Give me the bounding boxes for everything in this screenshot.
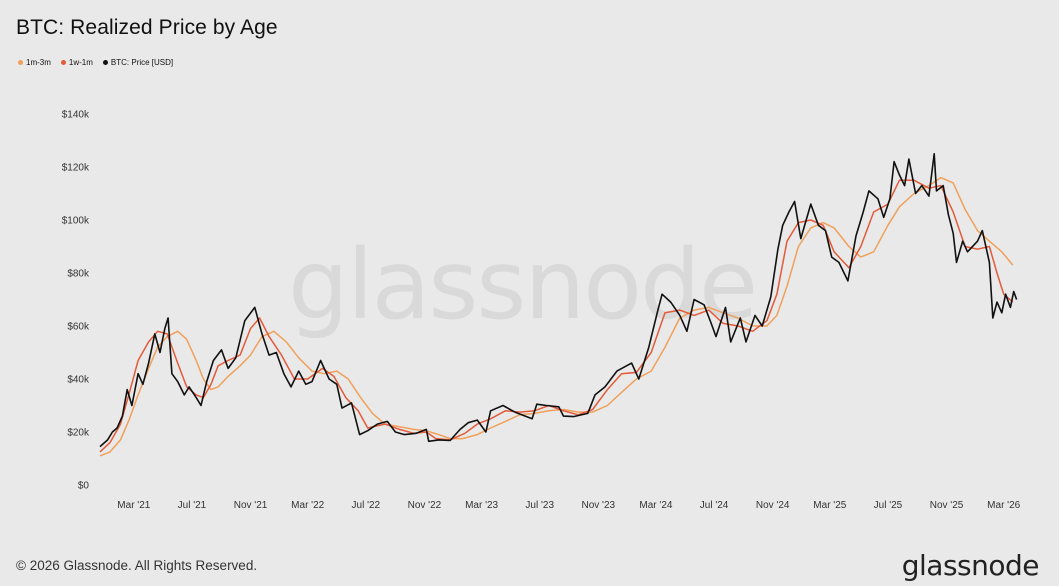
- y-tick-label: $0: [78, 481, 90, 492]
- watermark-text: glassnode: [288, 229, 756, 341]
- y-tick-label: $140k: [62, 110, 90, 121]
- x-tick-label: Jul '24: [700, 500, 729, 511]
- page-title: BTC: Realized Price by Age: [16, 16, 278, 39]
- legend-item-1[interactable]: 1w-1m: [60, 58, 93, 67]
- x-tick-label: Jul '25: [874, 500, 903, 511]
- x-tick-label: Mar '23: [465, 500, 498, 511]
- x-tick-label: Mar '26: [987, 500, 1020, 511]
- x-axis: Mar '21 Jul '21 Nov '21 Mar '22 Jul '22 Nov '…: [117, 500, 1020, 511]
- x-tick-label: Mar '21: [117, 500, 150, 511]
- y-tick-label: $100k: [62, 216, 90, 227]
- brand-logo: glassnode: [901, 549, 1040, 582]
- legend-item-0[interactable]: 1m-3m: [18, 58, 51, 67]
- series-layer: [99, 153, 1018, 457]
- x-tick-label: Nov '21: [234, 500, 268, 511]
- x-tick-label: Nov '25: [930, 500, 964, 511]
- legend-dot-icon: [102, 60, 108, 65]
- legend-label: BTC: Price [USD]: [110, 58, 174, 67]
- y-tick-label: $80k: [67, 269, 90, 280]
- series-line-1: [99, 179, 1014, 453]
- copyright-text: © 2026 Glassnode. All Rights Reserved.: [16, 558, 258, 573]
- chart: glassnode $0 $20k $40k $60k $80k $100k $120k $1…: [62, 110, 1021, 512]
- series-line-2: [99, 153, 1018, 448]
- x-tick-label: Nov '22: [408, 500, 442, 511]
- legend: 1m-3m 1w-1m BTC: Price [USD]: [18, 58, 173, 67]
- x-tick-label: Nov '24: [756, 500, 790, 511]
- y-tick-label: $60k: [67, 322, 90, 333]
- y-axis: $0 $20k $40k $60k $80k $100k $120k $140k: [62, 110, 90, 492]
- x-tick-label: Mar '25: [813, 500, 846, 511]
- y-tick-label: $120k: [62, 163, 90, 174]
- x-tick-label: Mar '22: [291, 500, 324, 511]
- x-tick-label: Jul '22: [352, 500, 381, 511]
- legend-dot-icon: [60, 60, 66, 65]
- legend-dot-icon: [18, 60, 23, 65]
- x-tick-label: Jul '23: [525, 500, 554, 511]
- legend-label: 1w-1m: [68, 58, 93, 67]
- legend-item-2[interactable]: BTC: Price [USD]: [102, 58, 174, 67]
- y-tick-label: $40k: [67, 375, 90, 386]
- y-tick-label: $20k: [67, 428, 90, 439]
- x-tick-label: Mar '24: [639, 500, 672, 511]
- legend-label: 1m-3m: [26, 58, 51, 67]
- x-tick-label: Nov '23: [582, 500, 616, 511]
- x-tick-label: Jul '21: [178, 500, 207, 511]
